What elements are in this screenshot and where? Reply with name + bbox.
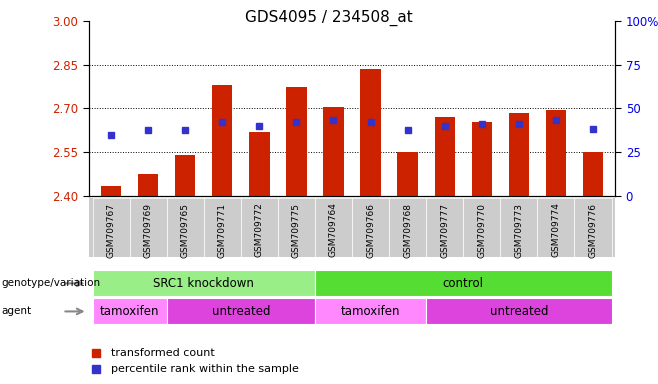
Bar bbox=[138, 174, 159, 196]
Text: GSM709768: GSM709768 bbox=[403, 202, 412, 258]
Bar bbox=[397, 152, 418, 196]
Text: GSM709769: GSM709769 bbox=[143, 202, 153, 258]
Bar bbox=[315, 198, 352, 257]
Bar bbox=[130, 198, 166, 257]
Bar bbox=[101, 185, 121, 196]
Text: GSM709774: GSM709774 bbox=[551, 202, 561, 257]
Text: GDS4095 / 234508_at: GDS4095 / 234508_at bbox=[245, 10, 413, 26]
Text: GSM709767: GSM709767 bbox=[107, 202, 116, 258]
Text: GSM709772: GSM709772 bbox=[255, 202, 264, 257]
Text: genotype/variation: genotype/variation bbox=[1, 278, 101, 288]
Bar bbox=[389, 198, 426, 257]
Text: GSM709765: GSM709765 bbox=[181, 202, 190, 258]
Bar bbox=[323, 107, 343, 196]
Bar bbox=[545, 110, 566, 196]
Text: tamoxifen: tamoxifen bbox=[341, 305, 400, 318]
Bar bbox=[175, 155, 195, 196]
Bar bbox=[434, 117, 455, 196]
Bar bbox=[583, 152, 603, 196]
Bar bbox=[278, 198, 315, 257]
Text: GSM709770: GSM709770 bbox=[477, 202, 486, 258]
Bar bbox=[249, 132, 270, 196]
Text: SRC1 knockdown: SRC1 knockdown bbox=[153, 277, 254, 290]
Bar bbox=[574, 198, 611, 257]
Bar bbox=[538, 198, 574, 257]
Bar bbox=[352, 198, 389, 257]
Bar bbox=[93, 198, 130, 257]
Bar bbox=[315, 298, 426, 324]
Bar bbox=[315, 270, 611, 296]
Bar bbox=[166, 298, 315, 324]
Bar bbox=[509, 113, 529, 196]
Bar bbox=[204, 198, 241, 257]
Text: agent: agent bbox=[1, 306, 32, 316]
Text: GSM709777: GSM709777 bbox=[440, 202, 449, 258]
Text: GSM709773: GSM709773 bbox=[515, 202, 523, 258]
Text: untreated: untreated bbox=[490, 305, 548, 318]
Text: untreated: untreated bbox=[212, 305, 270, 318]
Bar bbox=[212, 85, 232, 196]
Bar bbox=[93, 270, 315, 296]
Bar bbox=[361, 69, 381, 196]
Text: transformed count: transformed count bbox=[111, 348, 215, 358]
Bar bbox=[426, 198, 463, 257]
Text: tamoxifen: tamoxifen bbox=[100, 305, 159, 318]
Text: GSM709775: GSM709775 bbox=[292, 202, 301, 258]
Text: GSM709771: GSM709771 bbox=[218, 202, 227, 258]
Bar bbox=[241, 198, 278, 257]
Bar bbox=[472, 122, 492, 196]
Text: percentile rank within the sample: percentile rank within the sample bbox=[111, 364, 299, 374]
Bar bbox=[463, 198, 500, 257]
Bar bbox=[500, 198, 538, 257]
Bar bbox=[286, 87, 307, 196]
Text: GSM709764: GSM709764 bbox=[329, 202, 338, 257]
Bar bbox=[426, 298, 611, 324]
Text: GSM709776: GSM709776 bbox=[588, 202, 597, 258]
Text: GSM709766: GSM709766 bbox=[366, 202, 375, 258]
Bar bbox=[166, 198, 204, 257]
Text: control: control bbox=[443, 277, 484, 290]
Bar bbox=[93, 298, 166, 324]
